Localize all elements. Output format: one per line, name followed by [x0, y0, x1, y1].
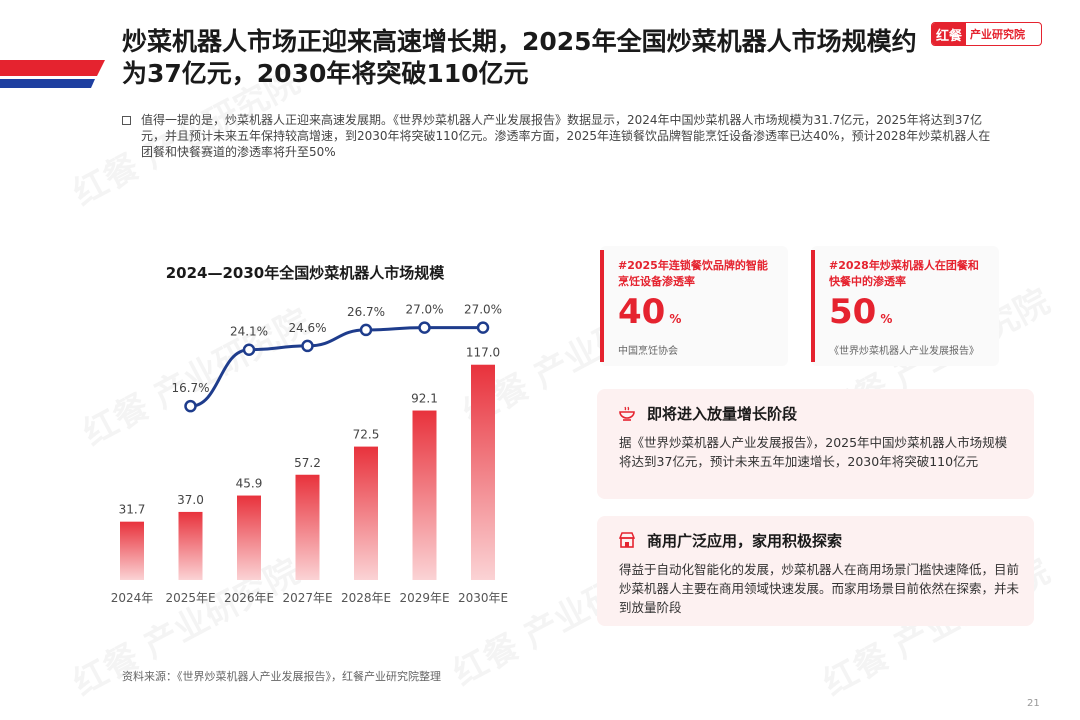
accent-bar: [811, 250, 815, 362]
stat-source: 中国烹饪协会: [618, 346, 678, 357]
shop-icon: [619, 532, 635, 548]
info-card-growth: 即将进入放量增长阶段 据《世界炒菜机器人产业发展报告》，2025年中国炒菜机器人…: [597, 389, 1034, 499]
bar-value-label: 31.7: [119, 503, 146, 517]
bar: [178, 511, 203, 580]
brand-name: 产业研究院: [970, 28, 1026, 41]
brand-logo-mark: 红餐: [932, 23, 967, 45]
bar: [295, 474, 320, 580]
stat-unit: %: [669, 312, 682, 326]
bar-value-label: 117.0: [466, 346, 500, 360]
stat-unit: %: [880, 312, 893, 326]
line-value-label: 24.1%: [230, 325, 268, 339]
stat-value: 50%: [829, 292, 892, 339]
bar-value-label: 72.5: [353, 428, 380, 442]
card-title: 商用广泛应用，家用积极探索: [647, 532, 843, 550]
line-value-label: 27.0%: [464, 303, 502, 317]
line-point: [418, 321, 431, 334]
source-note: 资料来源：《世界炒菜机器人产业发展报告》，红餐产业研究院整理: [122, 670, 441, 683]
stat-label: #2028年炒菜机器人在团餐和快餐中的渗透率: [829, 259, 979, 288]
line-value-label: 16.7%: [171, 381, 209, 395]
stat-card-2025: #2025年连锁餐饮品牌的智能烹饪设备渗透率 40% 中国烹饪协会: [600, 246, 788, 366]
line-series: [184, 321, 490, 413]
header-stripe: [0, 60, 105, 88]
bar: [471, 364, 495, 580]
line-value-label: 26.7%: [347, 305, 385, 319]
line-point: [242, 343, 256, 356]
summary-text: 值得一提的是，炒菜机器人正迎来高速发展期。《世界炒菜机器人产业发展报告》数据显示…: [141, 113, 991, 159]
stat-value: 40%: [618, 292, 681, 339]
stat-number: 40: [618, 292, 666, 332]
stat-number: 50: [829, 292, 877, 332]
bar: [120, 521, 144, 580]
x-tick-label: 2024年: [111, 591, 154, 605]
page-title: 炒菜机器人市场正迎来高速增长期，2025年全国炒菜机器人市场规模约为37亿元，2…: [122, 27, 917, 88]
x-tick-label: 2029年E: [399, 591, 449, 605]
brand-logo: 红餐 产业研究院: [931, 22, 1042, 46]
bar-value-label: 57.2: [294, 456, 321, 470]
stat-label: #2025年连锁餐饮品牌的智能烹饪设备渗透率: [618, 259, 768, 288]
line-value-label: 27.0%: [405, 303, 443, 317]
summary-bullet: 值得一提的是，炒菜机器人正迎来高速发展期。《世界炒菜机器人产业发展报告》数据显示…: [122, 112, 1002, 160]
line-point: [359, 323, 373, 337]
card-text: 据《世界炒菜机器人产业发展报告》，2025年中国炒菜机器人市场规模将达到37亿元…: [619, 435, 1008, 469]
chart-title: 2024—2030年全国炒菜机器人市场规模: [165, 264, 445, 282]
bar-value-label: 45.9: [236, 477, 263, 491]
line-labels: 16.7% 24.1% 24.6% 26.7% 27.0% 27.0%: [171, 303, 502, 396]
card-text: 得益于自动化智能化的发展，炒菜机器人在商用场景门槛快速降低，目前炒菜机器人主要在…: [619, 562, 1020, 615]
page-number: 21: [1027, 698, 1040, 709]
bar-labels: 31.7 37.0 45.9 57.2 72.5 92.1 117.0: [119, 346, 501, 517]
bar: [237, 495, 261, 580]
card-title: 即将进入放量增长阶段: [647, 405, 798, 423]
x-axis-ticks: 2024年 2025年E 2026年E 2027年E 2028年E 2029年E 2030年…: [111, 591, 508, 605]
market-size-chart: 31.7 37.0 45.9 57.2 72.5 92.1 117.0 2024年 2025年…: [111, 303, 508, 605]
accent-bar: [600, 250, 604, 362]
line-path: [190, 326, 483, 408]
x-tick-label: 2030年E: [458, 591, 508, 605]
info-card-usage: 商用广泛应用，家用积极探索 得益于自动化智能化的发展，炒菜机器人在商用场景门槛快…: [597, 516, 1034, 626]
stat-source: 《世界炒菜机器人产业发展报告》: [829, 346, 979, 357]
bar: [412, 410, 437, 580]
bar-value-label: 37.0: [177, 493, 204, 507]
x-tick-label: 2026年E: [224, 591, 274, 605]
line-value-label: 24.6%: [288, 321, 326, 335]
line-point: [301, 339, 314, 353]
bar-series: [120, 364, 495, 580]
square-bullet-icon: [122, 116, 131, 125]
x-tick-label: 2025年E: [165, 591, 215, 605]
x-tick-label: 2028年E: [341, 591, 391, 605]
stat-card-2028: #2028年炒菜机器人在团餐和快餐中的渗透率 50% 《世界炒菜机器人产业发展报…: [811, 246, 999, 366]
bar-value-label: 92.1: [411, 392, 438, 406]
rice-bowl-icon: [619, 406, 635, 421]
line-point: [184, 399, 197, 413]
x-tick-label: 2027年E: [282, 591, 332, 605]
line-point: [476, 321, 490, 334]
bar: [354, 446, 378, 580]
